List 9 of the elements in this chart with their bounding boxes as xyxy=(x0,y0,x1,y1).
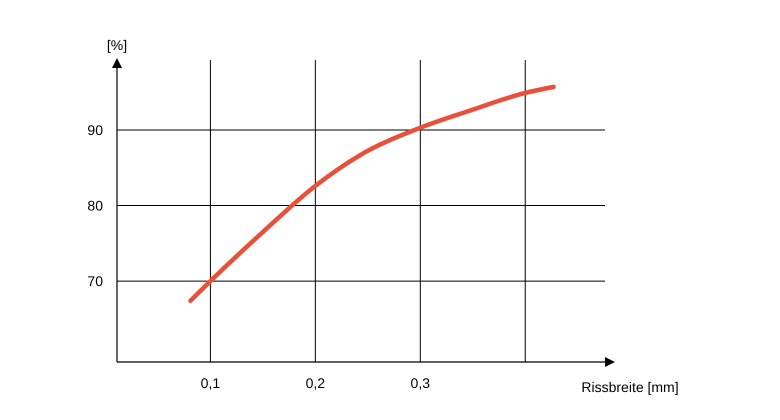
x-tick-label: 0,3 xyxy=(410,375,430,391)
y-tick-label: 80 xyxy=(87,198,104,214)
x-tick-label: 0,1 xyxy=(200,375,220,391)
y-tick-label: 70 xyxy=(87,273,104,290)
x-axis-title: Rissbreite [mm] xyxy=(581,379,679,395)
y-tick-label: 90 xyxy=(87,122,104,138)
y-axis-title: [%] xyxy=(106,37,128,53)
x-tick-label: 0,2 xyxy=(306,375,326,391)
line-series xyxy=(188,84,556,304)
